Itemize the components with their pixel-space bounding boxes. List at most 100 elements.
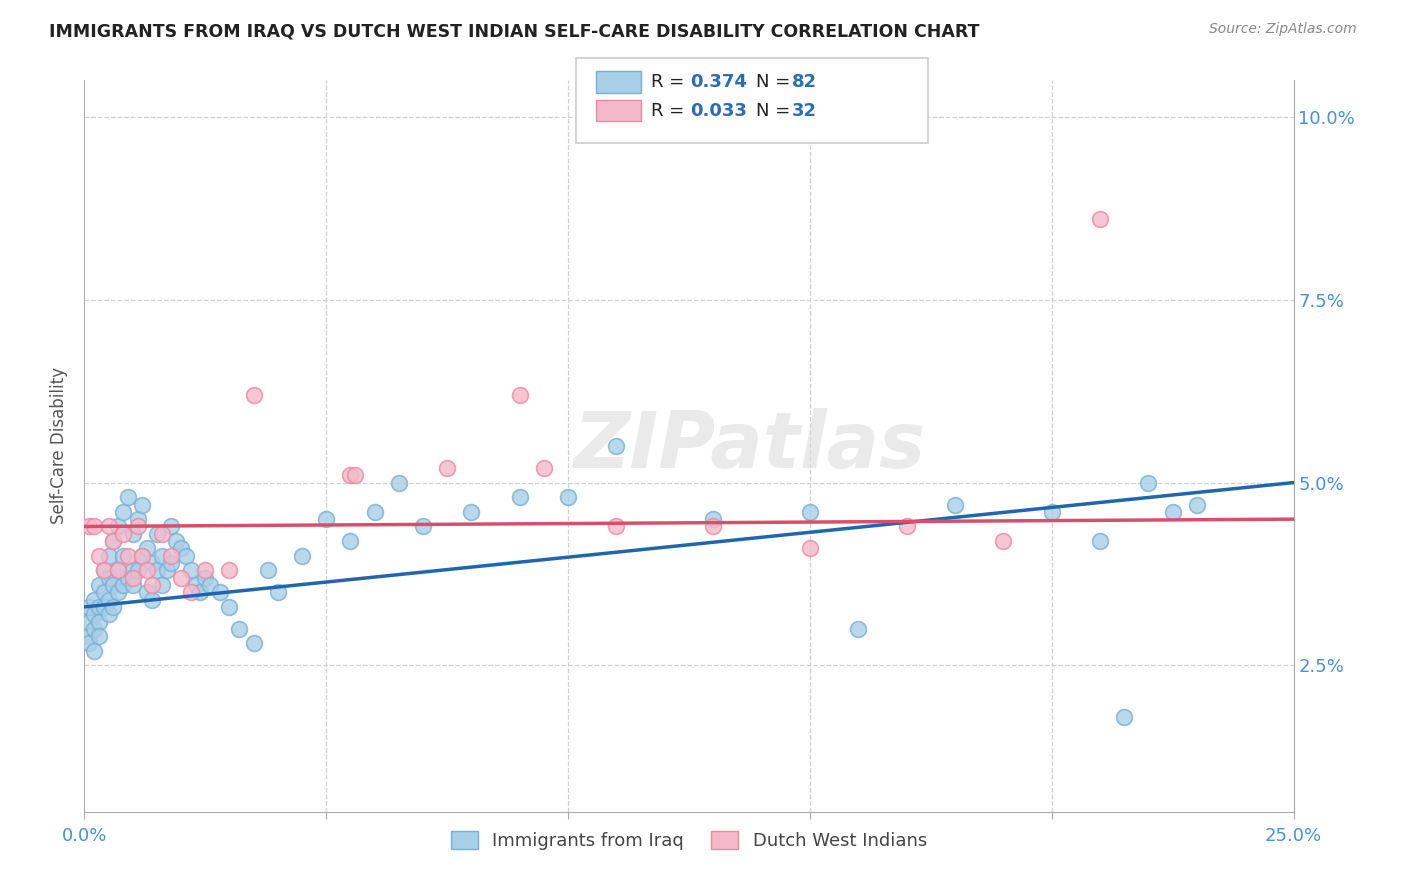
- Point: [339, 534, 361, 549]
- Legend: Immigrants from Iraq, Dutch West Indians: Immigrants from Iraq, Dutch West Indians: [444, 823, 934, 857]
- Point: [131, 549, 153, 563]
- Point: [136, 585, 159, 599]
- Point: [77, 629, 100, 643]
- Point: [117, 549, 139, 563]
- Point: [799, 541, 821, 556]
- Point: [174, 549, 197, 563]
- Point: [93, 563, 115, 577]
- Point: [93, 585, 115, 599]
- Point: [141, 578, 163, 592]
- Point: [184, 578, 207, 592]
- Point: [146, 563, 169, 577]
- Text: R =: R =: [651, 73, 690, 91]
- Point: [208, 585, 231, 599]
- Point: [107, 563, 129, 577]
- Point: [509, 388, 531, 402]
- Point: [107, 519, 129, 533]
- Point: [155, 563, 177, 577]
- Point: [112, 578, 135, 592]
- Point: [228, 622, 250, 636]
- Point: [799, 505, 821, 519]
- Point: [150, 549, 173, 563]
- Point: [112, 505, 135, 519]
- Point: [107, 585, 129, 599]
- Point: [77, 599, 100, 614]
- Point: [315, 512, 337, 526]
- Point: [180, 563, 202, 577]
- Point: [180, 585, 202, 599]
- Point: [77, 636, 100, 650]
- Point: [388, 475, 411, 490]
- Point: [1161, 505, 1184, 519]
- Point: [103, 578, 125, 592]
- Point: [121, 571, 143, 585]
- Point: [117, 571, 139, 585]
- Point: [1040, 505, 1063, 519]
- Point: [131, 549, 153, 563]
- Point: [1114, 709, 1136, 723]
- Point: [170, 571, 193, 585]
- Point: [97, 592, 120, 607]
- Point: [160, 519, 183, 533]
- Y-axis label: Self-Care Disability: Self-Care Disability: [51, 368, 69, 524]
- Point: [87, 549, 110, 563]
- Point: [93, 599, 115, 614]
- Point: [87, 615, 110, 629]
- Point: [165, 534, 187, 549]
- Point: [103, 534, 125, 549]
- Point: [194, 571, 217, 585]
- Point: [141, 592, 163, 607]
- Point: [150, 578, 173, 592]
- Point: [83, 519, 105, 533]
- Point: [97, 549, 120, 563]
- Point: [160, 556, 183, 570]
- Point: [77, 519, 100, 533]
- Text: Source: ZipAtlas.com: Source: ZipAtlas.com: [1209, 22, 1357, 37]
- Point: [702, 512, 724, 526]
- Point: [412, 519, 434, 533]
- Point: [1088, 212, 1111, 227]
- Point: [190, 585, 212, 599]
- Point: [107, 563, 129, 577]
- Point: [198, 578, 221, 592]
- Point: [460, 505, 482, 519]
- Point: [127, 512, 149, 526]
- Point: [93, 563, 115, 577]
- Point: [87, 578, 110, 592]
- Point: [141, 556, 163, 570]
- Text: R =: R =: [651, 102, 690, 120]
- Point: [1137, 475, 1160, 490]
- Point: [242, 388, 264, 402]
- Point: [1185, 498, 1208, 512]
- Point: [218, 599, 240, 614]
- Point: [257, 563, 280, 577]
- Point: [242, 636, 264, 650]
- Point: [605, 439, 627, 453]
- Point: [87, 629, 110, 643]
- Point: [127, 563, 149, 577]
- Text: 32: 32: [792, 102, 817, 120]
- Point: [170, 541, 193, 556]
- Point: [146, 526, 169, 541]
- Point: [103, 534, 125, 549]
- Point: [97, 607, 120, 622]
- Point: [896, 519, 918, 533]
- Point: [339, 468, 361, 483]
- Point: [557, 490, 579, 504]
- Point: [83, 592, 105, 607]
- Point: [846, 622, 869, 636]
- Point: [87, 599, 110, 614]
- Point: [83, 644, 105, 658]
- Point: [117, 490, 139, 504]
- Point: [267, 585, 290, 599]
- Point: [97, 519, 120, 533]
- Point: [136, 541, 159, 556]
- Point: [127, 519, 149, 533]
- Point: [943, 498, 966, 512]
- Point: [218, 563, 240, 577]
- Point: [702, 519, 724, 533]
- Point: [363, 505, 385, 519]
- Text: 82: 82: [792, 73, 817, 91]
- Point: [533, 461, 555, 475]
- Point: [436, 461, 458, 475]
